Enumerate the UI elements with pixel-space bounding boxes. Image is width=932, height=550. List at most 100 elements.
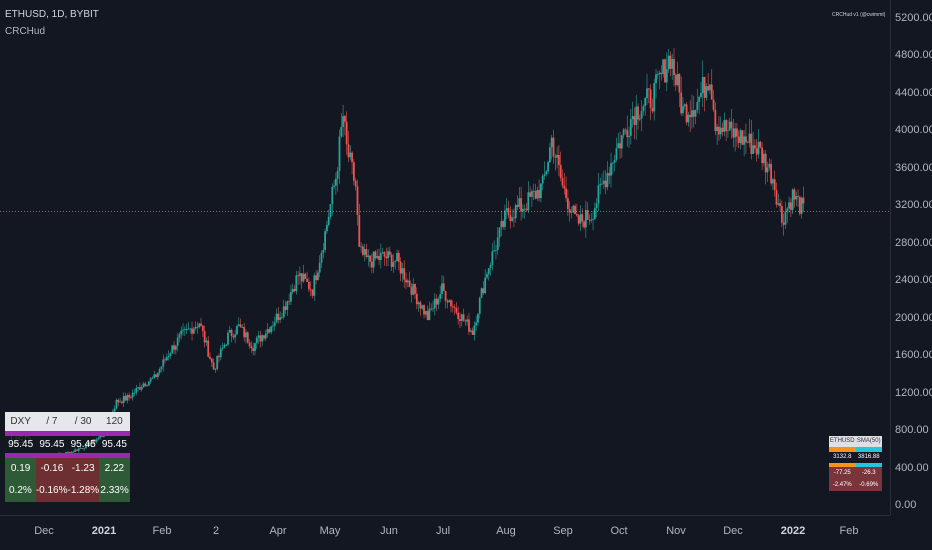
- price-tick-label: 0.00: [895, 499, 917, 511]
- candle-body: [597, 185, 600, 204]
- price-tick-label: 2400.00: [895, 274, 932, 286]
- candle-body: [74, 449, 77, 453]
- candle-body: [764, 153, 767, 173]
- candle-body: [728, 121, 731, 131]
- candle-body: [448, 300, 451, 303]
- candle-body: [201, 325, 204, 332]
- time-tick-label: Feb: [839, 525, 859, 537]
- candle-body: [437, 298, 440, 305]
- candle-body: [658, 72, 661, 75]
- candle-body: [532, 191, 535, 192]
- candle-body: [793, 189, 796, 200]
- candle-body: [739, 130, 742, 143]
- candle-body: [426, 310, 429, 321]
- candle-body: [784, 211, 787, 225]
- candle-body: [559, 164, 562, 178]
- candle-body: [173, 345, 175, 350]
- candle-body: [183, 329, 186, 330]
- candle-body: [460, 314, 463, 321]
- candle-body: [295, 275, 298, 292]
- candle-body: [381, 252, 384, 254]
- price-tick-label: 800.00: [895, 424, 929, 436]
- eth-change-cell: -77.25: [829, 467, 856, 479]
- candle-body: [511, 217, 514, 221]
- candle-body: [212, 362, 215, 370]
- price-tick-label: 5200.00: [895, 11, 932, 24]
- candle-body: [642, 106, 645, 112]
- candle-body: [185, 329, 188, 330]
- candle-body: [176, 337, 179, 346]
- symbol-title[interactable]: ETHUSD, 1D, BYBIT: [5, 9, 99, 20]
- candle-body: [367, 255, 370, 258]
- candle-body: [221, 347, 224, 349]
- candle-body: [633, 116, 636, 125]
- candle-body: [149, 378, 152, 382]
- candle-body: [568, 209, 571, 213]
- candle-body: [736, 128, 738, 137]
- candle-body: [128, 394, 130, 398]
- dxy-value-cell: 95.45: [70, 439, 96, 450]
- dxy-percent-cell: -0.16%: [35, 480, 68, 502]
- candle-body: [682, 106, 684, 114]
- candle-body: [115, 399, 118, 409]
- candle-body: [667, 55, 670, 70]
- candle-body: [757, 141, 760, 155]
- price-axis-border: [890, 0, 891, 515]
- candle-body: [246, 332, 249, 343]
- candle-body: [286, 301, 289, 310]
- dxy-value-row: 95.45 95.45 95.45 95.45: [5, 436, 130, 453]
- candle-body: [349, 152, 352, 158]
- candle-body: [214, 368, 217, 370]
- candle-body: [647, 88, 650, 90]
- candle-body: [491, 251, 494, 265]
- candle-body: [237, 324, 240, 326]
- candle-body: [752, 145, 755, 154]
- candle-body: [622, 129, 625, 136]
- candle-body: [685, 104, 688, 123]
- candle-body: [540, 183, 542, 199]
- candle-body: [135, 388, 138, 393]
- eth-divider: [829, 447, 882, 452]
- candle-body: [236, 325, 238, 335]
- candle-body: [626, 130, 629, 138]
- candle-body: [225, 344, 228, 346]
- indicator-name[interactable]: CRCHud: [5, 26, 46, 37]
- candle-body: [81, 448, 84, 449]
- candle-body: [662, 59, 665, 74]
- candle-body: [406, 280, 409, 283]
- candle-body: [101, 435, 104, 437]
- candle-body: [746, 142, 749, 144]
- dxy-table: DXY USD / 7 / 30 120 95.45 95.45 95.45 9…: [5, 412, 130, 502]
- candle-body: [347, 144, 350, 158]
- eth-header-cell: SMA(50): [855, 436, 882, 447]
- candle-body: [640, 111, 643, 119]
- candle-body: [390, 254, 393, 267]
- candle-body: [653, 83, 656, 112]
- price-tick-label: 3200.00: [895, 199, 932, 211]
- price-tick-label: 400.00: [895, 461, 929, 474]
- candle-body: [410, 287, 413, 295]
- candle-body: [660, 72, 663, 74]
- candle-body: [374, 251, 377, 259]
- candle-body: [254, 343, 256, 351]
- candle-body: [703, 76, 706, 98]
- candle-body: [705, 86, 708, 98]
- candle-body: [565, 188, 567, 199]
- candle-body: [777, 203, 780, 205]
- candle-body: [326, 224, 328, 232]
- candle-body: [590, 219, 593, 221]
- candle-body: [405, 279, 407, 283]
- candle-body: [780, 205, 783, 223]
- candle-body: [309, 289, 312, 291]
- candle-body: [419, 302, 422, 309]
- candle-body: [122, 396, 125, 403]
- candle-body: [718, 126, 720, 135]
- candle-body: [415, 293, 418, 305]
- candle-body: [324, 231, 327, 250]
- candle-body: [210, 358, 213, 363]
- candle-body: [543, 174, 546, 176]
- candle-body: [475, 322, 478, 326]
- candle-body: [90, 442, 93, 446]
- candle-body: [72, 451, 75, 453]
